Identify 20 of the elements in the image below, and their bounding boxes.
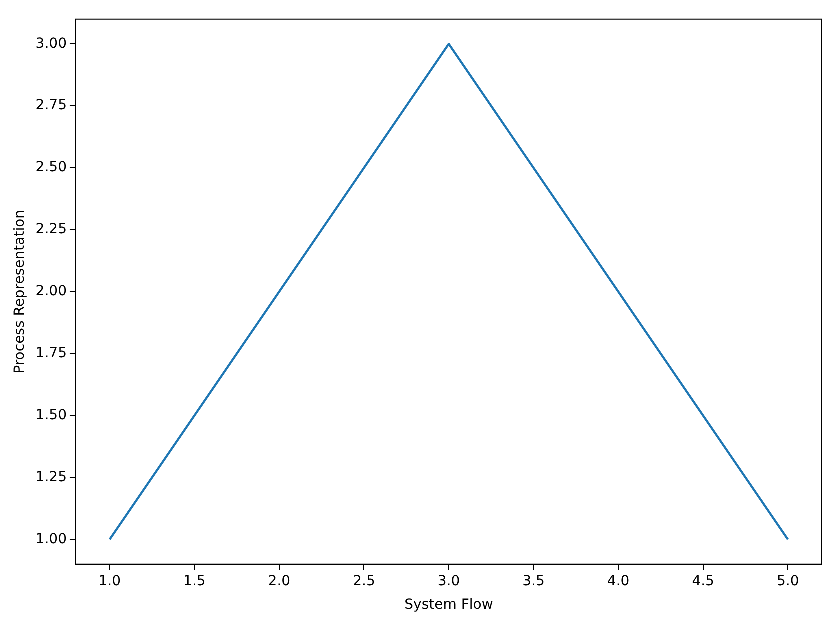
x-tick-label: 2.0 xyxy=(268,573,291,590)
y-tick-label: 1.75 xyxy=(36,345,67,362)
y-tick-label: 1.25 xyxy=(36,469,67,486)
x-tick-label: 3.0 xyxy=(438,573,460,590)
x-tick-label: 4.5 xyxy=(692,573,714,590)
x-tick-label: 4.0 xyxy=(607,573,630,590)
x-tick-label: 2.5 xyxy=(353,573,376,590)
y-tick-label: 1.50 xyxy=(36,407,67,424)
y-tick-label: 2.00 xyxy=(36,284,67,300)
y-tick-label: 2.75 xyxy=(36,98,67,114)
y-tick-label: 2.25 xyxy=(36,222,67,238)
x-tick-label: 1.0 xyxy=(98,573,122,590)
x-tick-label: 1.5 xyxy=(184,573,206,590)
y-axis-title: Process Representation xyxy=(12,210,28,374)
x-tick-label: 5.0 xyxy=(776,573,800,590)
x-tick-label: 3.5 xyxy=(522,573,545,590)
y-tick-label: 3.00 xyxy=(36,36,67,52)
x-axis-title: System Flow xyxy=(404,597,494,614)
y-tick-label: 2.50 xyxy=(36,160,67,176)
y-tick-label: 1.00 xyxy=(36,531,67,548)
